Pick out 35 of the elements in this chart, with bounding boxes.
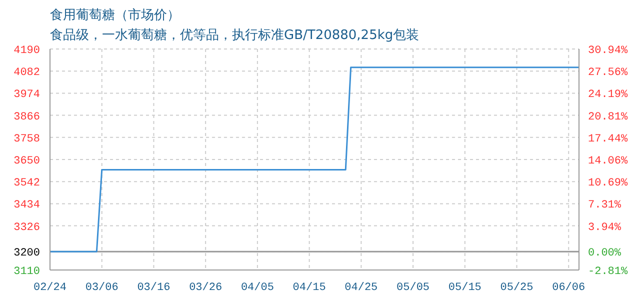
y2-tick-label: 30.94%: [588, 45, 628, 57]
y2-tick-label: 14.06%: [588, 156, 628, 168]
y-tick-label: 3434: [14, 200, 40, 212]
y-tick-label: 4190: [14, 45, 40, 57]
x-tick-label: 05/25: [500, 282, 534, 294]
x-tick-label: 02/24: [33, 282, 67, 294]
x-tick-label: 03/16: [137, 282, 170, 294]
y-tick-label: 3326: [14, 222, 40, 234]
y-tick-label: 4082: [14, 67, 40, 80]
y2-tick-label: 24.19%: [588, 89, 628, 102]
chart-subtitle: 食品级，一水葡萄糖，优等品，执行标准GB/T20880,25kg包装: [50, 27, 420, 44]
y-tick-label: 3110: [14, 266, 40, 278]
y2-tick-label: 3.94%: [588, 222, 622, 234]
x-tick-label: 04/05: [240, 282, 274, 294]
x-tick-label: 04/25: [344, 282, 378, 294]
y-tick-label: 3866: [14, 111, 40, 124]
y2-tick-label: 17.44%: [588, 133, 628, 146]
x-tick-label: 05/15: [448, 282, 482, 294]
x-tick-label: 03/06: [85, 282, 118, 294]
y2-tick-label: 7.31%: [588, 200, 622, 212]
x-tick-label: 03/26: [189, 282, 222, 294]
y2-tick-label: 20.81%: [588, 111, 628, 124]
y2-tick-label: 0.00%: [588, 248, 622, 260]
chart-title: 食用葡萄糖（市场价）: [50, 7, 180, 24]
y-tick-label: 3200: [14, 248, 40, 260]
x-tick-label: 05/05: [396, 282, 430, 294]
y-tick-label: 3542: [14, 178, 40, 190]
y2-tick-label: 10.69%: [588, 178, 628, 190]
y-tick-label: 3650: [14, 156, 40, 168]
y2-tick-label: -2.81%: [588, 266, 628, 278]
y-tick-label: 3974: [14, 89, 40, 102]
x-tick-label: 06/06: [552, 282, 586, 294]
y-tick-label: 3758: [14, 133, 40, 146]
x-tick-label: 04/15: [292, 282, 326, 294]
y2-tick-label: 27.56%: [588, 67, 628, 80]
